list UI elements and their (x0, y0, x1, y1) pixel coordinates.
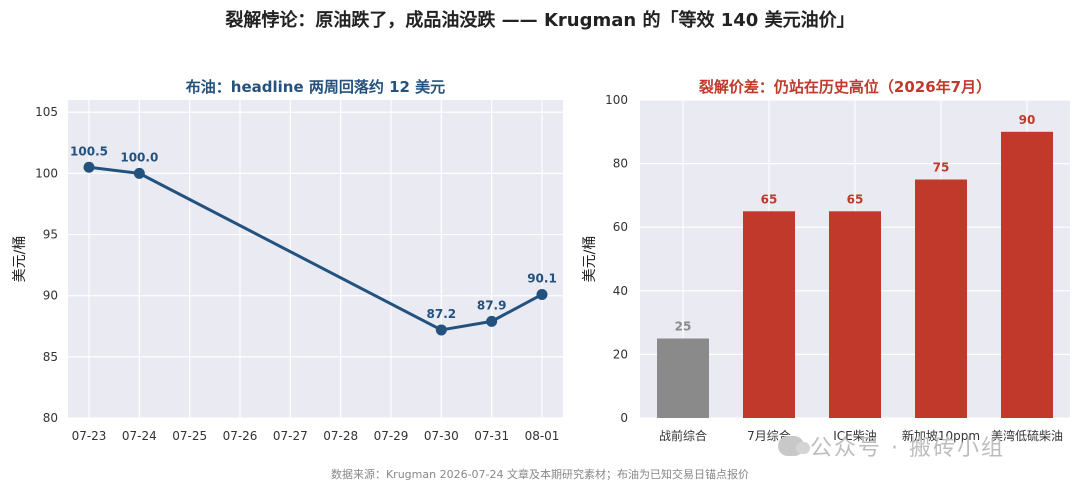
y-axis-label: 美元/桶 (582, 236, 598, 283)
y-axis-label: 美元/桶 (12, 236, 28, 283)
x-tick-label: 07-24 (122, 429, 157, 443)
x-tick-label: 07-23 (72, 429, 107, 443)
line-chart-title: 布油：headline 两周回落约 12 美元 (186, 78, 445, 96)
bar-value-label: 25 (675, 320, 692, 334)
x-tick-label: 战前综合 (659, 428, 707, 443)
bar-chart-title: 裂解价差：仍站在历史高位（2026年7月） (698, 78, 991, 96)
x-tick-label: 07-28 (323, 429, 358, 443)
bar-value-label: 75 (933, 161, 950, 175)
y-tick-label: 80 (613, 157, 628, 171)
main-title: 裂解悖论：原油跌了，成品油没跌 —— Krugman 的「等效 140 美元油价… (225, 10, 855, 31)
data-label: 90.1 (527, 271, 557, 285)
data-point (83, 161, 95, 173)
y-tick-label: 100 (605, 93, 628, 107)
y-tick-label: 80 (43, 411, 58, 425)
data-label: 87.9 (477, 298, 507, 312)
x-tick-label: 新加坡10ppm (902, 428, 980, 443)
x-tick-label: 07-26 (223, 429, 258, 443)
y-tick-label: 100 (35, 166, 58, 180)
bar (829, 211, 881, 418)
y-tick-label: 105 (35, 105, 58, 119)
bar (743, 211, 795, 418)
x-tick-label: 07-25 (172, 429, 207, 443)
data-point (133, 167, 145, 179)
y-tick-label: 90 (43, 289, 58, 303)
bar (1001, 131, 1053, 419)
y-tick-label: 85 (43, 350, 58, 364)
y-tick-label: 20 (613, 347, 628, 361)
x-tick-label: 07-30 (424, 429, 459, 443)
bar-value-label: 65 (761, 192, 778, 206)
data-point (486, 315, 498, 327)
y-tick-label: 40 (613, 284, 628, 298)
y-tick-label: 60 (613, 220, 628, 234)
x-tick-label: 07-27 (273, 429, 308, 443)
x-tick-label: 07-31 (474, 429, 509, 443)
bar (915, 179, 967, 418)
x-tick-label: ICE柴油 (833, 429, 877, 443)
data-label: 100.0 (120, 150, 158, 164)
data-label: 100.5 (70, 144, 108, 158)
data-point (435, 324, 447, 336)
bar-value-label: 65 (847, 192, 864, 206)
y-tick-label: 95 (43, 228, 58, 242)
y-tick-label: 0 (620, 411, 628, 425)
watermark: 公众号 · 搬砖小组 (778, 430, 1005, 462)
data-point (536, 288, 548, 300)
watermark-text: 公众号 · 搬砖小组 (810, 436, 1005, 461)
data-label: 87.2 (427, 307, 457, 321)
x-tick-label: 07-29 (374, 429, 409, 443)
bar-value-label: 90 (1019, 113, 1036, 127)
line-plot-area (68, 100, 563, 418)
wechat-icon (778, 436, 810, 456)
x-tick-label: 08-01 (525, 429, 560, 443)
x-tick-label: 美湾低硫柴油 (991, 428, 1063, 443)
bar (657, 338, 709, 418)
footnote: 数据来源：Krugman 2026-07-24 文章及本期研究素材；布油为已知交… (330, 468, 750, 481)
